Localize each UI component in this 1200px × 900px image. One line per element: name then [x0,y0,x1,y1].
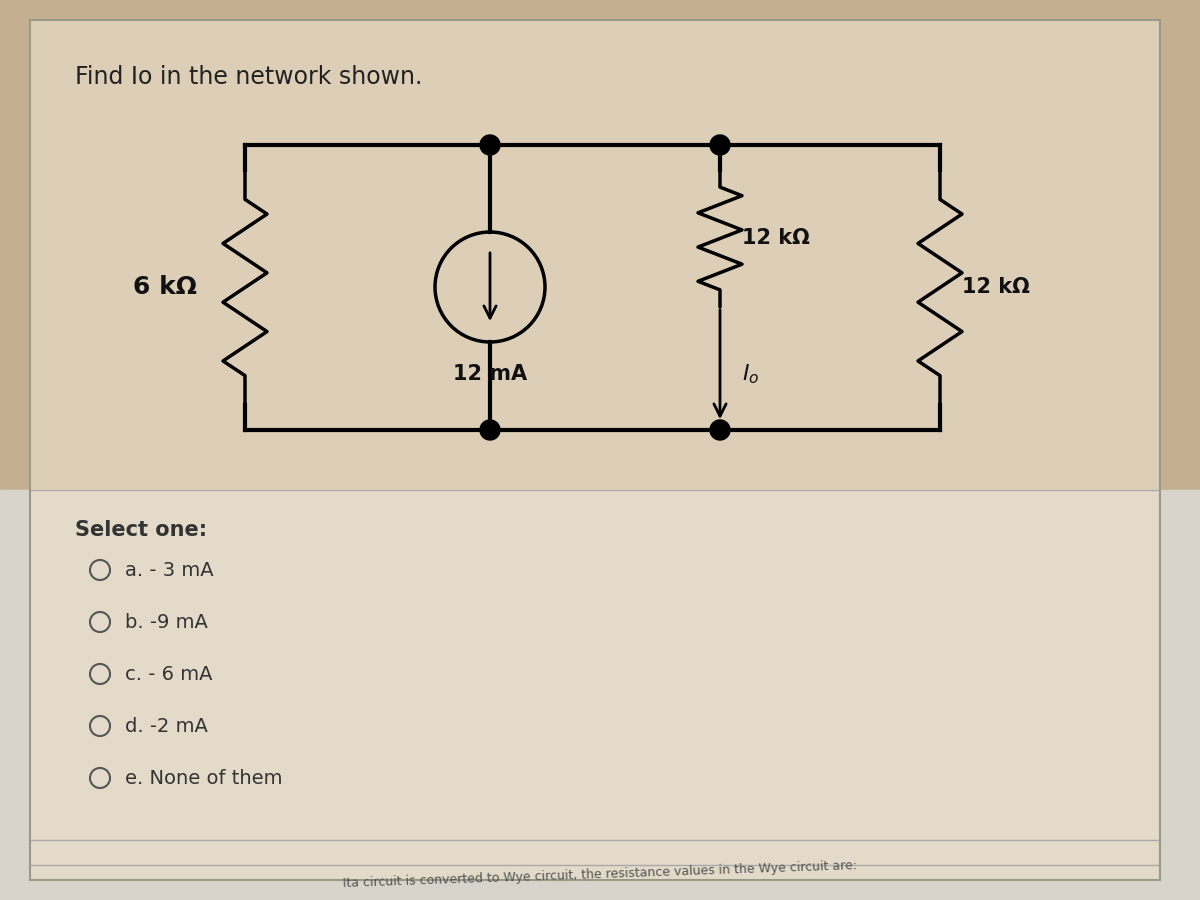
Text: 12 kΩ: 12 kΩ [742,229,810,248]
Text: d. -2 mA: d. -2 mA [125,716,208,735]
Text: 12 kΩ: 12 kΩ [962,277,1030,297]
Text: Select one:: Select one: [74,520,208,540]
Circle shape [710,420,730,440]
Circle shape [480,420,500,440]
Bar [0,490,1200,900]
Text: Find Io in the network shown.: Find Io in the network shown. [74,65,422,89]
Text: $I_o$: $I_o$ [742,363,760,386]
Text: b. -9 mA: b. -9 mA [125,613,208,632]
Text: 12 mA: 12 mA [452,364,527,384]
Text: e. None of them: e. None of them [125,769,282,788]
Text: a. - 3 mA: a. - 3 mA [125,561,214,580]
Text: 6 kΩ: 6 kΩ [133,275,197,299]
Circle shape [710,135,730,155]
Text: c. - 6 mA: c. - 6 mA [125,664,212,683]
Text: Ita circuit is converted to Wye circuit, the resistance values in the Wye circui: Ita circuit is converted to Wye circuit,… [343,860,857,890]
Circle shape [480,135,500,155]
